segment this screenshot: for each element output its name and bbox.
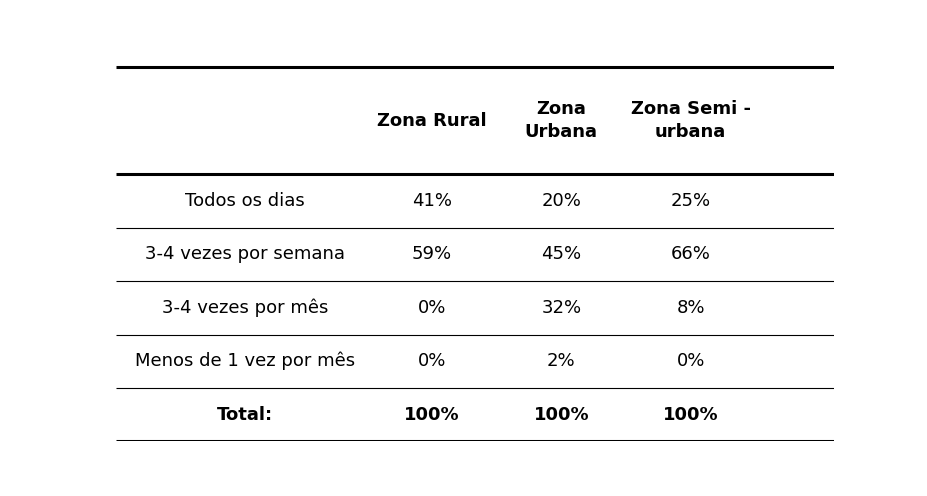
- Text: Todos os dias: Todos os dias: [185, 192, 305, 210]
- Text: 59%: 59%: [412, 246, 452, 263]
- Text: 3-4 vezes por mês: 3-4 vezes por mês: [162, 299, 328, 317]
- Text: 32%: 32%: [541, 299, 581, 317]
- Text: 20%: 20%: [541, 192, 581, 210]
- Text: 3-4 vezes por semana: 3-4 vezes por semana: [146, 246, 345, 263]
- Text: 100%: 100%: [404, 406, 460, 424]
- Text: 8%: 8%: [677, 299, 705, 317]
- Text: 0%: 0%: [418, 299, 446, 317]
- Text: Total:: Total:: [217, 406, 273, 424]
- Text: Zona Semi -
urbana: Zona Semi - urbana: [630, 100, 751, 141]
- Text: 41%: 41%: [412, 192, 452, 210]
- Text: Zona
Urbana: Zona Urbana: [525, 100, 598, 141]
- Text: 2%: 2%: [547, 352, 576, 370]
- Text: 25%: 25%: [670, 192, 711, 210]
- Text: 66%: 66%: [670, 246, 711, 263]
- Text: 0%: 0%: [418, 352, 446, 370]
- Text: 45%: 45%: [541, 246, 581, 263]
- Text: 100%: 100%: [533, 406, 590, 424]
- Text: Zona Rural: Zona Rural: [377, 112, 487, 129]
- Text: Menos de 1 vez por mês: Menos de 1 vez por mês: [135, 352, 355, 371]
- Text: 100%: 100%: [663, 406, 718, 424]
- Text: 0%: 0%: [677, 352, 705, 370]
